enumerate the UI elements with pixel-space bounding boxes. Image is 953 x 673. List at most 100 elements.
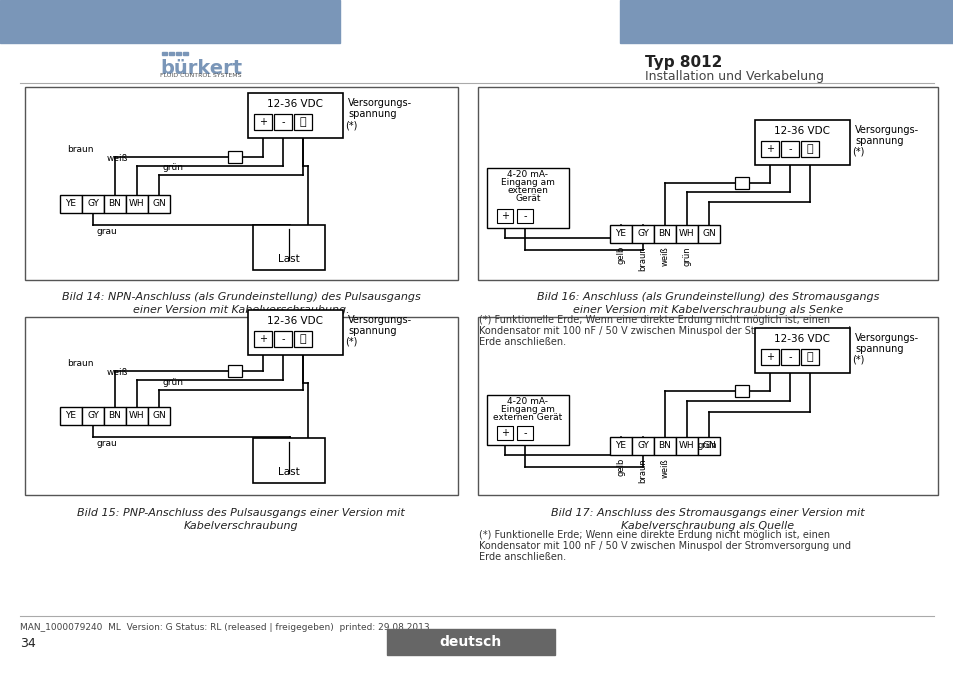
Bar (274, 114, 292, 130)
Text: braun: braun (638, 246, 647, 271)
Text: einer Version mit Kabelverschraubung.: einer Version mit Kabelverschraubung. (132, 305, 349, 315)
Text: FLUID CONTROL SYSTEMS: FLUID CONTROL SYSTEMS (160, 73, 241, 78)
Text: gelb: gelb (616, 246, 625, 264)
Text: gelb: gelb (616, 458, 625, 476)
Text: -: - (522, 428, 526, 438)
Text: +: + (500, 428, 509, 438)
Bar (517, 426, 533, 440)
Text: Kabelverschraubung: Kabelverschraubung (184, 521, 298, 531)
Text: GN: GN (701, 441, 715, 450)
Bar (0, 0, 339, 43)
Text: (*): (*) (851, 355, 863, 365)
Bar (676, 225, 698, 243)
Text: Gerät: Gerät (515, 194, 540, 203)
Text: Typ 8012: Typ 8012 (644, 55, 721, 70)
Text: weiß: weiß (107, 154, 129, 163)
Bar (676, 437, 698, 455)
Text: MAN_1000079240  ML  Version: G Status: RL (released | freigegeben)  printed: 29.: MAN_1000079240 ML Version: G Status: RL … (20, 623, 429, 632)
Text: BN: BN (109, 411, 121, 421)
Text: Versorgungs-: Versorgungs- (348, 98, 412, 108)
Bar (183, 52, 188, 55)
Bar (654, 437, 676, 455)
Text: grün: grün (698, 441, 717, 450)
Bar (253, 438, 325, 483)
Text: weiß: weiß (659, 458, 669, 478)
Bar (253, 225, 325, 270)
Bar (497, 426, 513, 440)
Text: Erde anschließen.: Erde anschließen. (478, 337, 565, 347)
Text: -: - (522, 211, 526, 221)
Text: Last: Last (278, 254, 299, 264)
Text: 34: 34 (20, 637, 35, 650)
Text: -: - (281, 117, 284, 127)
Text: grün: grün (163, 378, 184, 387)
Bar (619, 0, 953, 43)
Bar (25, 87, 457, 280)
Text: +: + (258, 334, 267, 344)
Text: GY: GY (87, 199, 99, 209)
Bar (294, 114, 312, 130)
Bar (253, 114, 272, 130)
Text: (*): (*) (851, 147, 863, 157)
Bar (754, 120, 849, 165)
Text: spannung: spannung (348, 326, 396, 336)
Text: (*): (*) (345, 120, 357, 130)
Text: weiß: weiß (107, 368, 129, 377)
Bar (781, 349, 799, 365)
Text: ⏚: ⏚ (806, 352, 813, 362)
Bar (274, 331, 292, 347)
Bar (760, 349, 779, 365)
Bar (698, 437, 720, 455)
Bar (734, 177, 748, 189)
Bar (169, 52, 173, 55)
Text: ⏚: ⏚ (299, 334, 306, 344)
Text: WH: WH (679, 229, 694, 238)
Bar (486, 168, 568, 228)
Text: 12-36 VDC: 12-36 VDC (774, 334, 830, 344)
Bar (148, 407, 170, 425)
Bar (253, 331, 272, 347)
Bar (162, 52, 167, 55)
Text: YE: YE (66, 411, 76, 421)
Text: Versorgungs-: Versorgungs- (854, 125, 918, 135)
Text: Eingang am: Eingang am (500, 178, 555, 187)
Text: BN: BN (658, 441, 671, 450)
Text: bürkert: bürkert (160, 59, 242, 78)
Text: GY: GY (87, 411, 99, 421)
Text: spannung: spannung (854, 136, 902, 146)
Bar (228, 151, 242, 163)
Bar (148, 195, 170, 213)
Text: (*) Funktionelle Erde; Wenn eine direkte Erdung nicht möglich ist, einen: (*) Funktionelle Erde; Wenn eine direkte… (478, 315, 829, 325)
Text: braun: braun (67, 145, 93, 154)
Text: deutsch: deutsch (439, 635, 501, 649)
Bar (248, 93, 343, 138)
Text: GN: GN (152, 411, 166, 421)
Bar (228, 365, 242, 377)
Text: Versorgungs-: Versorgungs- (348, 315, 412, 325)
Bar (248, 310, 343, 355)
Bar (497, 209, 513, 223)
Text: 12-36 VDC: 12-36 VDC (774, 126, 830, 136)
Text: Eingang am: Eingang am (500, 405, 555, 414)
Text: grau: grau (97, 227, 117, 236)
Bar (126, 195, 148, 213)
Text: WH: WH (129, 411, 145, 421)
Bar (104, 195, 126, 213)
Text: YE: YE (615, 441, 626, 450)
Text: Bild 14: NPN-Anschluss (als Grundeinstellung) des Pulsausgangs: Bild 14: NPN-Anschluss (als Grundeinstel… (62, 292, 420, 302)
Text: Bild 16: Anschluss (als Grundeinstellung) des Stromausgangs: Bild 16: Anschluss (als Grundeinstellung… (537, 292, 879, 302)
Text: BN: BN (109, 199, 121, 209)
Text: WH: WH (679, 441, 694, 450)
Bar (60, 195, 82, 213)
Bar (477, 87, 937, 280)
Bar (801, 349, 818, 365)
Text: braun: braun (638, 458, 647, 483)
Text: GN: GN (152, 199, 166, 209)
Text: Kabelverschraubung als Quelle: Kabelverschraubung als Quelle (620, 521, 794, 531)
Text: Bild 17: Anschluss des Stromausgangs einer Version mit: Bild 17: Anschluss des Stromausgangs ein… (551, 508, 864, 518)
Bar (25, 317, 457, 495)
Bar (294, 331, 312, 347)
Text: (*): (*) (345, 337, 357, 347)
Text: weiß: weiß (659, 246, 669, 266)
Text: GN: GN (701, 229, 715, 238)
